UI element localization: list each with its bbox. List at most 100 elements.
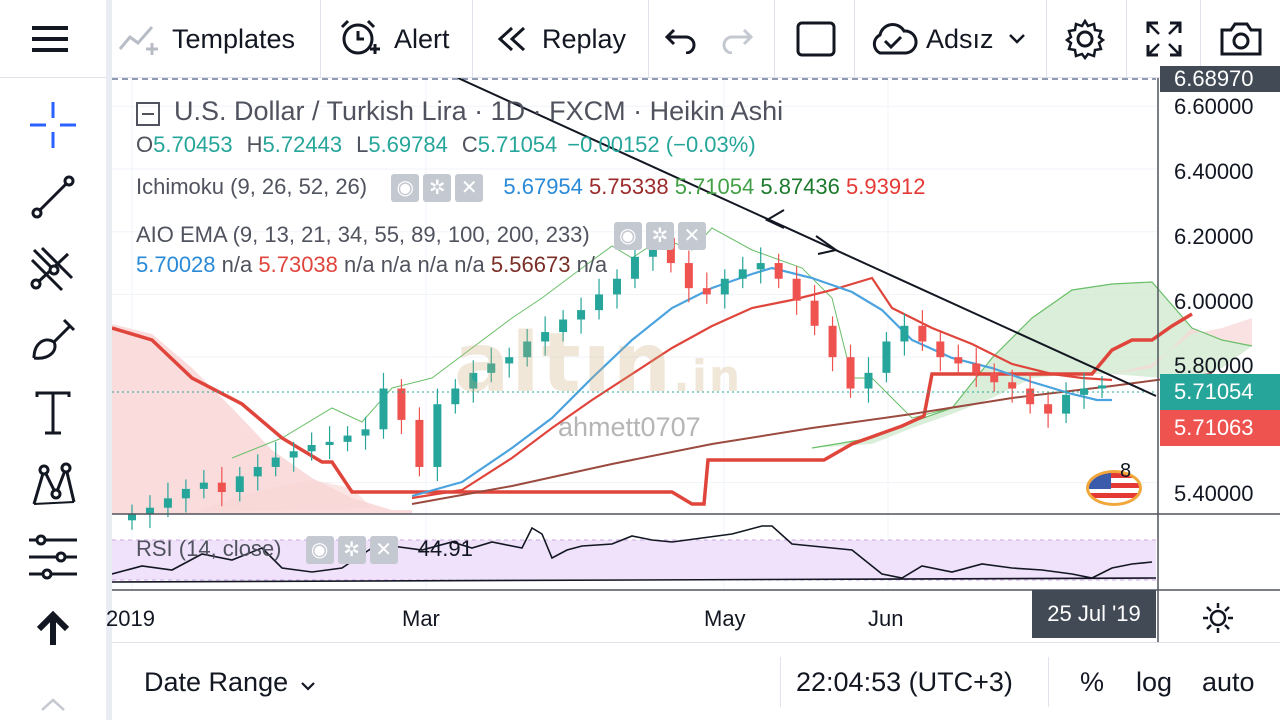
time-axis[interactable]: 2019 Mar May Jun 25 Jul '19 bbox=[106, 590, 1158, 642]
price-tick-label: 6.40000 bbox=[1174, 159, 1254, 184]
rsi-line bbox=[112, 525, 1153, 579]
log-toggle[interactable]: log bbox=[1136, 666, 1173, 697]
events-count: 8 bbox=[1120, 460, 1132, 482]
candle-body bbox=[684, 263, 693, 289]
clock-button[interactable]: 22:04:53 (UTC+3) bbox=[796, 643, 1013, 720]
candle-body bbox=[181, 488, 190, 499]
templates-icon bbox=[116, 19, 160, 59]
ichimoku-v4: 5.87436 bbox=[760, 174, 840, 199]
drawing-toolbar bbox=[0, 78, 106, 720]
aio-ema-name: AIO EMA (9, 13, 21, 34, 55, 89, 100, 200… bbox=[136, 222, 590, 247]
candle-body bbox=[756, 263, 765, 270]
screenshot-button[interactable] bbox=[1218, 0, 1264, 78]
ichimoku-cloud-green bbox=[812, 282, 1252, 448]
ichimoku-legend[interactable]: Ichimoku (9, 26, 52, 26) ◉ ✲ ✕ 5.67954 5.7… bbox=[136, 174, 926, 203]
templates-button[interactable]: Templates bbox=[116, 0, 295, 78]
price-axis[interactable]: 6.68970 6.60000 6.40000 6.20000 6.00000 … bbox=[1160, 66, 1280, 590]
layout-save-button[interactable]: Adsız bbox=[868, 0, 1026, 78]
candle-body bbox=[792, 278, 801, 301]
close-icon[interactable]: ✕ bbox=[369, 536, 398, 565]
ohlc-legend: O5.70453 H5.72443 L5.69784 C5.71054 −0.00152… bbox=[136, 132, 756, 157]
gear-icon[interactable]: ✲ bbox=[337, 536, 366, 565]
aio-ema-legend[interactable]: AIO EMA (9, 13, 21, 34, 55, 89, 100, 200… bbox=[136, 222, 710, 251]
undo-button[interactable] bbox=[664, 0, 698, 78]
replay-label: Replay bbox=[542, 23, 627, 54]
candle-body bbox=[415, 419, 424, 467]
auto-toggle[interactable]: auto bbox=[1202, 666, 1255, 697]
candle-body bbox=[361, 429, 370, 436]
time-tick-label: Mar bbox=[402, 606, 440, 631]
arrow-up-icon[interactable] bbox=[22, 598, 84, 660]
rsi-value: 44.91 bbox=[417, 536, 473, 561]
candle-body bbox=[1062, 394, 1071, 414]
rsi-name: RSI (14, close) bbox=[136, 536, 282, 561]
candle-body bbox=[307, 444, 316, 452]
text-tool-icon[interactable] bbox=[22, 382, 84, 444]
measure-icon[interactable] bbox=[22, 526, 84, 588]
rsi-legend[interactable]: RSI (14, close) ◉ ✲ ✕ 44.91 bbox=[136, 536, 473, 565]
candle-body bbox=[163, 498, 172, 508]
settings-button[interactable] bbox=[1064, 0, 1106, 78]
expand-arrows-icon bbox=[1144, 19, 1184, 59]
ichimoku-cloud-red-3 bbox=[1112, 318, 1252, 374]
pattern-icon[interactable] bbox=[22, 454, 84, 516]
ichimoku-v1: 5.67954 bbox=[503, 174, 583, 199]
rsi-trend-line bbox=[112, 577, 1157, 583]
crosshair-icon[interactable] bbox=[22, 94, 84, 156]
last-price-label-2: 5.71063 bbox=[1160, 410, 1280, 446]
price-chart[interactable] bbox=[112, 78, 1280, 642]
clock-label: 22:04:53 (UTC+3) bbox=[796, 666, 1013, 697]
date-range-button[interactable]: Date Range bbox=[144, 643, 316, 720]
last-price-label: 5.71054 bbox=[1160, 374, 1280, 410]
candle-body bbox=[1008, 382, 1017, 389]
candle-body bbox=[1098, 385, 1106, 389]
close-icon[interactable]: ✕ bbox=[677, 222, 706, 251]
close-value: 5.71054 bbox=[477, 132, 558, 157]
eye-icon[interactable]: ◉ bbox=[613, 222, 642, 251]
replay-button[interactable]: Replay bbox=[494, 0, 626, 78]
toolbar-divider bbox=[106, 0, 112, 720]
gear-icon[interactable]: ✲ bbox=[423, 174, 452, 203]
candle-body bbox=[487, 363, 496, 373]
menu-icon[interactable] bbox=[30, 0, 76, 78]
fullscreen-layout-button[interactable] bbox=[796, 0, 836, 78]
trend-arrow-1 bbox=[764, 209, 785, 229]
high-value: 5.72443 bbox=[262, 132, 343, 157]
time-tick-label: May bbox=[704, 606, 746, 631]
redo-icon bbox=[720, 24, 754, 54]
candle-body bbox=[702, 288, 711, 295]
candle-body bbox=[900, 325, 909, 342]
layout-name-label: Adsız bbox=[926, 23, 994, 54]
candle-body bbox=[846, 357, 855, 389]
candle-body bbox=[577, 310, 586, 320]
ichimoku-v5: 5.93912 bbox=[846, 174, 926, 199]
brush-icon[interactable] bbox=[22, 310, 84, 372]
collapse-legend-icon[interactable] bbox=[136, 102, 160, 127]
percent-toggle[interactable]: % bbox=[1080, 666, 1105, 697]
axis-settings-icon[interactable] bbox=[1202, 602, 1234, 639]
open-value: 5.70453 bbox=[153, 132, 233, 157]
collapse-chevron-icon[interactable] bbox=[22, 688, 84, 720]
symbol-legend[interactable]: U.S. Dollar / Turkish Lira · 1D · FXCM ·… bbox=[136, 96, 783, 127]
redo-button[interactable] bbox=[720, 0, 754, 78]
trend-line-icon[interactable] bbox=[22, 166, 84, 228]
gear-icon[interactable]: ✲ bbox=[645, 222, 674, 251]
candle-body bbox=[613, 278, 621, 295]
close-icon[interactable]: ✕ bbox=[455, 174, 484, 203]
candle-body bbox=[271, 457, 280, 467]
expand-button[interactable] bbox=[1144, 0, 1184, 78]
events-badge[interactable]: 8 bbox=[1086, 460, 1150, 508]
candle-body bbox=[1026, 388, 1035, 405]
eye-icon[interactable]: ◉ bbox=[305, 536, 334, 565]
candle-body bbox=[325, 441, 334, 445]
alarm-clock-icon bbox=[338, 17, 382, 61]
bottom-bar: Date Range 22:04:53 (UTC+3) % log auto bbox=[112, 642, 1280, 720]
watermark-logo: altın.in bbox=[454, 316, 742, 411]
eye-icon[interactable]: ◉ bbox=[391, 174, 420, 203]
alert-button[interactable]: Alert bbox=[338, 0, 450, 78]
candle-body bbox=[666, 237, 675, 264]
candles bbox=[128, 222, 1106, 530]
pitchfork-icon[interactable] bbox=[22, 238, 84, 300]
date-range-label: Date Range bbox=[144, 666, 289, 697]
chart-area[interactable]: altın.in ahmett0707 U.S. Dollar / Turkis… bbox=[106, 66, 1280, 642]
